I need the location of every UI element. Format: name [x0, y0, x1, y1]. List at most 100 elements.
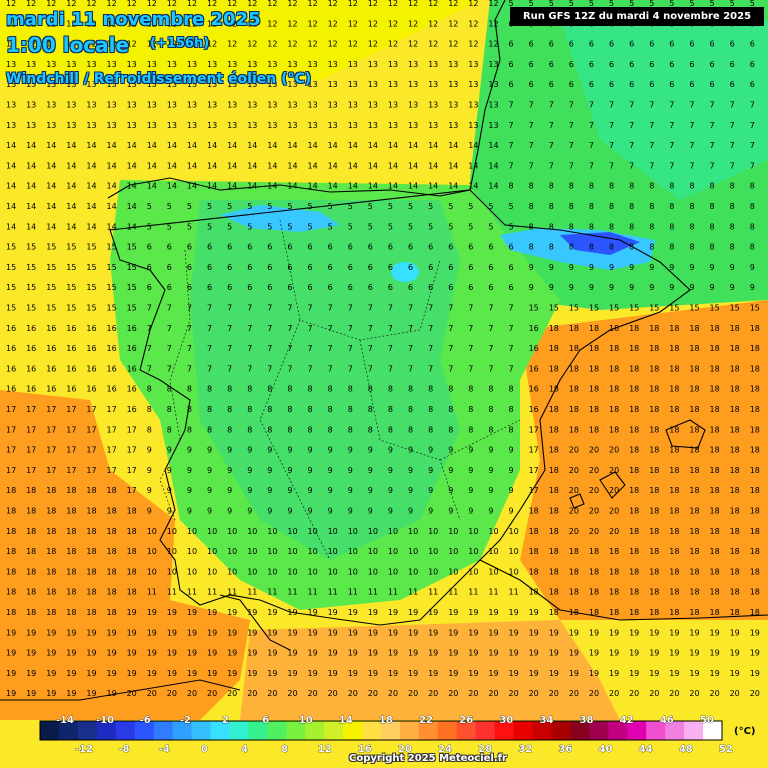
grid-value: 12: [368, 19, 378, 28]
grid-value: 19: [167, 649, 177, 658]
grid-value: 7: [247, 324, 252, 333]
grid-value: 18: [689, 405, 699, 414]
grid-value: 18: [649, 344, 659, 353]
grid-value: 7: [549, 121, 554, 130]
grid-value: 18: [689, 507, 699, 516]
grid-value: 13: [328, 121, 338, 130]
grid-value: 10: [187, 547, 197, 556]
grid-value: 7: [408, 324, 413, 333]
grid-value: 15: [549, 304, 559, 313]
legend-label-bottom: 20: [398, 744, 412, 755]
grid-value: 19: [26, 628, 36, 637]
grid-value: 7: [730, 121, 735, 130]
grid-value: 13: [348, 101, 358, 110]
grid-value: 12: [107, 19, 117, 28]
grid-value: 18: [569, 405, 579, 414]
grid-value: 9: [408, 486, 413, 495]
grid-value: 12: [488, 19, 498, 28]
grid-value: 7: [287, 344, 292, 353]
grid-value: 13: [308, 60, 318, 69]
grid-value: 14: [127, 222, 137, 231]
grid-value: 6: [348, 283, 353, 292]
grid-value: 19: [468, 649, 478, 658]
grid-value: 7: [609, 141, 614, 150]
grid-value: 7: [529, 161, 534, 170]
grid-value: 20: [267, 689, 277, 698]
grid-value: 19: [308, 608, 318, 617]
grid-value: 18: [750, 588, 760, 597]
grid-value: 19: [167, 628, 177, 637]
grid-value: 19: [689, 649, 699, 658]
grid-value: 7: [569, 121, 574, 130]
grid-value: 12: [227, 40, 237, 49]
grid-value: 9: [167, 507, 172, 516]
grid-value: 8: [529, 222, 534, 231]
grid-value: 18: [66, 608, 76, 617]
grid-value: 16: [6, 385, 16, 394]
grid-value: 7: [187, 324, 192, 333]
grid-value: 18: [689, 364, 699, 373]
grid-value: 16: [107, 364, 117, 373]
grid-value: 7: [730, 141, 735, 150]
grid-value: 18: [649, 364, 659, 373]
grid-value: 19: [167, 669, 177, 678]
grid-value: 13: [107, 101, 117, 110]
grid-value: 9: [328, 486, 333, 495]
grid-value: 14: [287, 141, 297, 150]
legend-label-bottom: 16: [358, 744, 372, 755]
copyright: Copyright 2025 Meteociel.fr: [349, 753, 507, 764]
grid-value: 20: [428, 689, 438, 698]
grid-value: 7: [689, 101, 694, 110]
grid-value: 13: [468, 101, 478, 110]
grid-value: 7: [589, 161, 594, 170]
grid-value: 15: [26, 304, 36, 313]
grid-value: 13: [328, 80, 338, 89]
local-time: 1:00 locale: [6, 33, 130, 57]
grid-value: 9: [408, 446, 413, 455]
grid-value: 7: [468, 344, 473, 353]
grid-value: 19: [448, 669, 458, 678]
grid-value: 19: [448, 649, 458, 658]
grid-value: 14: [46, 141, 56, 150]
grid-value: 18: [549, 344, 559, 353]
grid-value: 15: [6, 243, 16, 252]
grid-value: 19: [549, 669, 559, 678]
grid-value: 7: [468, 304, 473, 313]
grid-value: 14: [308, 161, 318, 170]
grid-value: 9: [408, 466, 413, 475]
grid-value: 6: [267, 243, 272, 252]
grid-value: 6: [529, 80, 534, 89]
grid-value: 18: [710, 567, 720, 576]
grid-value: 20: [649, 689, 659, 698]
grid-value: 18: [669, 486, 679, 495]
grid-value: 12: [86, 40, 96, 49]
grid-value: 12: [388, 19, 398, 28]
legend-label-bottom: -12: [75, 744, 93, 755]
grid-value: 18: [529, 567, 539, 576]
grid-value: 14: [46, 222, 56, 231]
grid-value: 18: [669, 446, 679, 455]
grid-value: 18: [669, 324, 679, 333]
grid-value: 8: [750, 182, 755, 191]
grid-value: 12: [247, 19, 257, 28]
grid-value: 19: [147, 669, 157, 678]
grid-value: 7: [428, 304, 433, 313]
grid-value: 18: [6, 486, 16, 495]
grid-value: 13: [247, 101, 257, 110]
grid-value: 8: [549, 182, 554, 191]
grid-value: 12: [167, 40, 177, 49]
legend-label-bottom: 4: [241, 744, 248, 755]
grid-value: 14: [26, 141, 36, 150]
grid-value: 8: [247, 385, 252, 394]
grid-value: 9: [488, 446, 493, 455]
grid-value: 14: [247, 182, 257, 191]
grid-value: 7: [750, 121, 755, 130]
grid-value: 6: [710, 60, 715, 69]
legend-label-top: 38: [580, 715, 594, 726]
grid-value: 7: [549, 141, 554, 150]
colorbar-swatch: [210, 721, 230, 740]
grid-value: 17: [46, 425, 56, 434]
grid-value: 14: [348, 161, 358, 170]
grid-value: 9: [629, 283, 634, 292]
grid-value: 18: [6, 527, 16, 536]
